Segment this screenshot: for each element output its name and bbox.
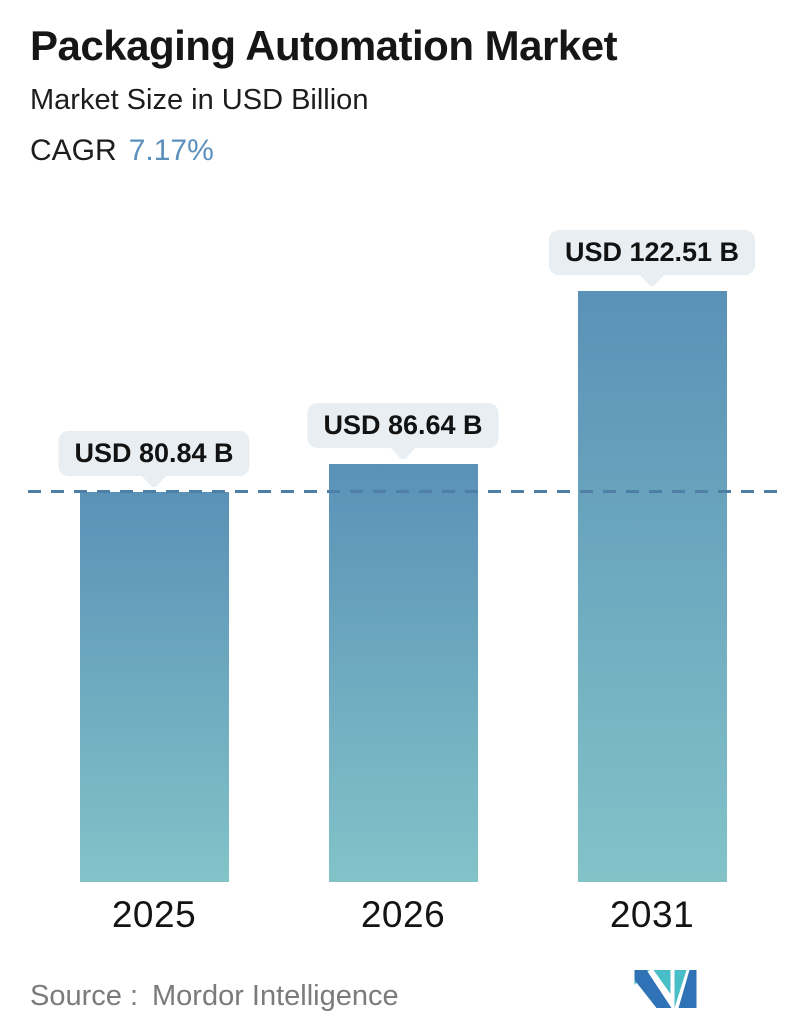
source-value: Mordor Intelligence bbox=[152, 980, 399, 1012]
chart-subtitle: Market Size in USD Billion bbox=[30, 84, 369, 116]
bar-2031 bbox=[577, 291, 727, 882]
source-label: Source : bbox=[30, 980, 138, 1012]
bar-chart: USD 80.84 B 2025 USD 86.64 B 2026 USD 122.51… bbox=[0, 210, 796, 935]
badge-pointer-icon bbox=[389, 447, 416, 459]
value-badge-2025: USD 80.84 B bbox=[58, 431, 250, 487]
mordor-intelligence-logo bbox=[634, 970, 697, 1008]
bar-2026 bbox=[328, 464, 478, 882]
x-axis-label-2025: 2025 bbox=[111, 894, 197, 935]
value-badge-label: USD 80.84 B bbox=[58, 431, 250, 476]
page-title: Packaging Automation Market bbox=[30, 22, 618, 69]
source-attribution: Source : Mordor Intelligence bbox=[30, 980, 399, 1013]
x-axis-label-2026: 2026 bbox=[360, 894, 446, 935]
value-badge-2031: USD 122.51 B bbox=[548, 230, 756, 286]
badge-pointer-icon bbox=[140, 475, 167, 487]
cagr-label: CAGR bbox=[30, 134, 117, 167]
badge-pointer-icon bbox=[639, 274, 665, 286]
cagr-value: 7.17% bbox=[128, 134, 214, 167]
x-axis-label-2031: 2031 bbox=[609, 894, 695, 935]
bar-2025 bbox=[79, 492, 229, 882]
value-badge-2026: USD 86.64 B bbox=[307, 403, 499, 459]
reference-dashed-line bbox=[28, 490, 782, 493]
value-badge-label: USD 86.64 B bbox=[307, 403, 499, 448]
value-badge-label: USD 122.51 B bbox=[548, 230, 756, 275]
cagr-row: CAGR 7.17% bbox=[30, 134, 214, 168]
